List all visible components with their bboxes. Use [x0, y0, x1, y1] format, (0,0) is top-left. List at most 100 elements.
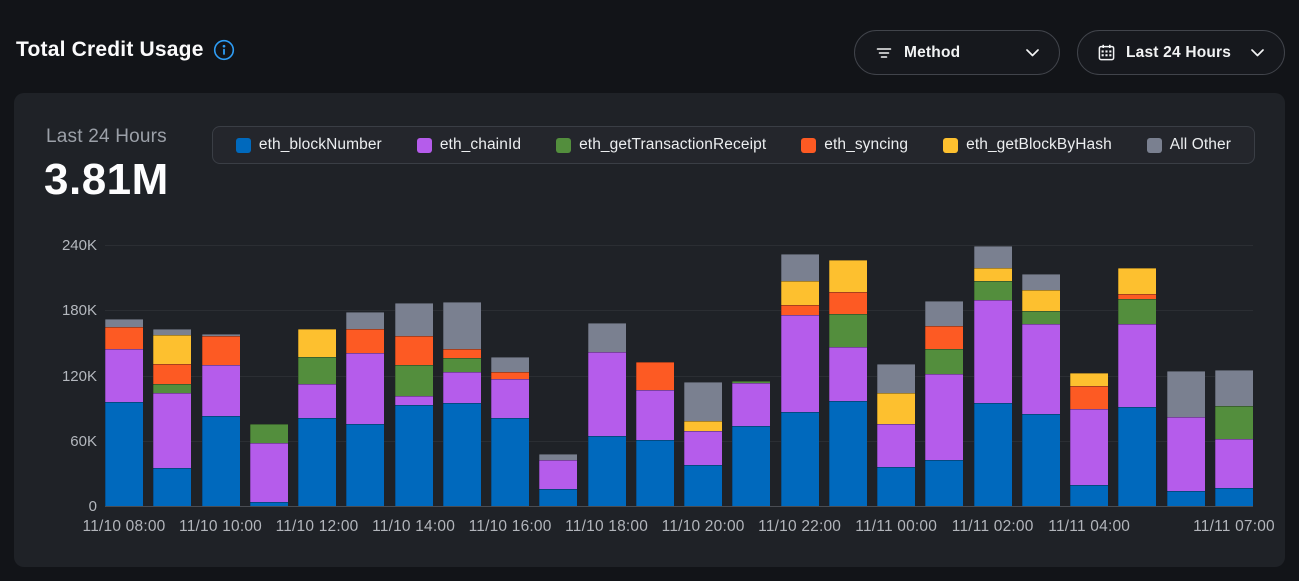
- y-axis-tick-label: 0: [88, 498, 97, 515]
- bar-segment: [780, 412, 819, 506]
- bar-segment: [201, 334, 240, 337]
- bar-segment: [828, 313, 867, 348]
- stacked-bar[interactable]: [1166, 371, 1205, 506]
- bar-segment: [587, 351, 626, 437]
- stacked-bar[interactable]: [1215, 370, 1253, 506]
- bar-segment: [1118, 267, 1157, 294]
- bar-segment: [442, 372, 481, 403]
- bar-segment: [491, 372, 530, 379]
- bar-segment: [732, 380, 771, 384]
- bar-segment: [973, 267, 1012, 281]
- stacked-bar[interactable]: [587, 323, 626, 506]
- stacked-bar[interactable]: [828, 260, 867, 506]
- bar-segment: [346, 424, 385, 506]
- x-axis-tick-label: 11/10 08:00: [82, 518, 166, 535]
- bar-segment: [973, 280, 1012, 301]
- bar-segment: [105, 326, 143, 350]
- bar-segment: [153, 363, 192, 385]
- x-axis-tick-label: 11/11 02:00: [951, 518, 1034, 535]
- bar-segment: [1070, 409, 1109, 486]
- stacked-bar[interactable]: [153, 328, 192, 506]
- stacked-bar-chart: 0 60K 120K 180K 240K 11/10 08:00 11/10 10:00 1…: [62, 237, 1275, 535]
- legend-label: eth_syncing: [824, 136, 909, 153]
- x-axis-tick-label: 11/11 04:00: [1048, 518, 1131, 535]
- method-filter-dropdown[interactable]: Method: [854, 30, 1060, 75]
- stacked-bar[interactable]: [635, 362, 674, 506]
- stacked-bar[interactable]: [201, 334, 240, 506]
- bar-segment: [1215, 370, 1253, 406]
- bar-segment: [394, 404, 433, 506]
- bar-segment: [1166, 416, 1205, 491]
- bar-segment: [539, 460, 578, 489]
- stacked-bar[interactable]: [925, 300, 964, 506]
- x-axis-tick-label: 11/10 20:00: [661, 518, 745, 535]
- bar-segment: [684, 464, 723, 506]
- stacked-bar[interactable]: [249, 424, 288, 506]
- bar-segment: [925, 374, 964, 461]
- legend-label: eth_getBlockByHash: [966, 136, 1112, 153]
- bar-segment: [394, 396, 433, 405]
- bar-segment: [635, 389, 674, 440]
- stat-total-value: 3.81M: [44, 155, 169, 204]
- bar-segment: [780, 280, 819, 305]
- chevron-down-icon: [1026, 48, 1039, 57]
- bar-segment: [298, 417, 337, 506]
- bar-segment: [635, 439, 674, 506]
- legend-item[interactable]: eth_blockNumber: [235, 136, 382, 154]
- bar-segment: [780, 253, 819, 281]
- bar-segment: [491, 417, 530, 506]
- bar-segment: [1070, 485, 1109, 506]
- bar-segment: [442, 402, 481, 506]
- stacked-bar[interactable]: [1021, 274, 1060, 506]
- bar-segment: [635, 362, 674, 390]
- bar-segment: [877, 466, 916, 506]
- stat-period-label: Last 24 Hours: [46, 126, 167, 147]
- gridline: [105, 506, 1253, 507]
- title-wrap: Total Credit Usage: [16, 38, 235, 62]
- bar-segment: [1118, 299, 1157, 325]
- bar-segment: [1118, 407, 1157, 506]
- bar-segment: [491, 378, 530, 418]
- bar-segment: [346, 352, 385, 425]
- stacked-bar[interactable]: [298, 328, 337, 506]
- stacked-bar[interactable]: [105, 318, 143, 506]
- page-title: Total Credit Usage: [16, 38, 204, 61]
- stacked-bar[interactable]: [1118, 267, 1157, 506]
- stacked-bar[interactable]: [732, 380, 771, 506]
- bar-segment: [1070, 373, 1109, 387]
- stacked-bar[interactable]: [1070, 373, 1109, 506]
- stacked-bar[interactable]: [539, 453, 578, 506]
- bar-segment: [780, 314, 819, 413]
- legend-item[interactable]: All Other: [1146, 136, 1231, 154]
- bar-segment: [153, 384, 192, 393]
- bar-segment: [1021, 413, 1060, 506]
- bar-segment: [346, 312, 385, 329]
- legend-swatch: [556, 137, 572, 153]
- bar-segment: [877, 363, 916, 393]
- bar-segment: [1215, 405, 1253, 439]
- stacked-bar[interactable]: [684, 382, 723, 506]
- stacked-bar[interactable]: [346, 312, 385, 506]
- header-controls: Method La: [854, 30, 1285, 75]
- legend-item[interactable]: eth_getTransactionReceipt: [556, 136, 766, 154]
- legend-label: All Other: [1169, 136, 1231, 153]
- bar-segment: [973, 246, 1012, 268]
- stacked-bar[interactable]: [877, 363, 916, 506]
- bar-segment: [1166, 371, 1205, 417]
- bar-segment: [249, 424, 288, 443]
- legend-item[interactable]: eth_getBlockByHash: [943, 136, 1112, 154]
- legend-item[interactable]: eth_syncing: [801, 136, 908, 154]
- stacked-bar[interactable]: [394, 302, 433, 506]
- chevron-down-icon: [1251, 48, 1264, 57]
- x-axis-tick-label: 11/11 00:00: [855, 518, 938, 535]
- bar-segment: [925, 325, 964, 350]
- stacked-bar[interactable]: [442, 301, 481, 506]
- bar-segment: [201, 336, 240, 365]
- date-range-dropdown[interactable]: Last 24 Hours: [1077, 30, 1285, 75]
- stacked-bar[interactable]: [780, 253, 819, 506]
- bar-segment: [1021, 289, 1060, 312]
- legend-item[interactable]: eth_chainId: [416, 136, 521, 154]
- stacked-bar[interactable]: [973, 246, 1012, 506]
- stacked-bar[interactable]: [491, 357, 530, 506]
- info-icon[interactable]: [213, 39, 235, 61]
